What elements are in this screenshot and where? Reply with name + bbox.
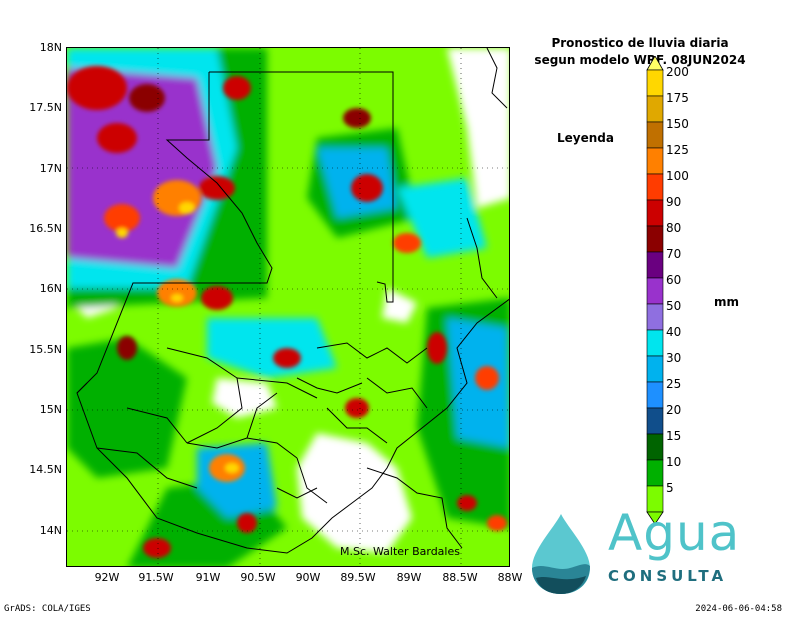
legend-label: Leyenda [557, 131, 614, 145]
colorbar-tick-label: 80 [666, 221, 681, 235]
lat-tick-label: 14N [20, 524, 62, 537]
lat-tick-label: 16.5N [20, 222, 62, 235]
lat-tick-label: 17.5N [20, 101, 62, 114]
colorbar-swatch [647, 122, 663, 148]
colorbar-swatch [647, 330, 663, 356]
lon-tick-label: 88W [490, 571, 530, 584]
colorbar-tick-label: 150 [666, 117, 689, 131]
lat-tick-label: 18N [20, 41, 62, 54]
colorbar-swatch [647, 408, 663, 434]
colorbar-swatch [647, 70, 663, 96]
rainfall-map [66, 47, 510, 567]
lon-tick-label: 89.5W [338, 571, 378, 584]
colorbar-swatch [647, 278, 663, 304]
colorbar-swatch [647, 96, 663, 122]
logo-word-consulta: CONSULTA [608, 567, 727, 585]
rainfall-field [67, 48, 510, 567]
colorbar-tick-label: 30 [666, 351, 681, 365]
colorbar-tick-label: 70 [666, 247, 681, 261]
colorbar-tick-label: 200 [666, 65, 689, 79]
colorbar-tick-label: 40 [666, 325, 681, 339]
colorbar-swatch [647, 148, 663, 174]
colorbar-tick-label: 60 [666, 273, 681, 287]
lon-tick-label: 88.5W [440, 571, 480, 584]
author-credit: M.Sc. Walter Bardales [340, 545, 460, 558]
colorbar-top-arrow [647, 56, 663, 70]
colorbar-swatch [647, 382, 663, 408]
colorbar-tick-label: 5 [666, 481, 674, 495]
lon-tick-label: 90W [288, 571, 328, 584]
lat-tick-label: 15.5N [20, 343, 62, 356]
colorbar [645, 56, 665, 526]
lon-tick-label: 91W [188, 571, 228, 584]
lat-tick-label: 16N [20, 282, 62, 295]
lon-tick-label: 91.5W [136, 571, 176, 584]
colorbar-swatch [647, 174, 663, 200]
unit-label: mm [714, 295, 739, 309]
colorbar-tick-label: 15 [666, 429, 681, 443]
colorbar-tick-label: 175 [666, 91, 689, 105]
lon-tick-label: 92W [87, 571, 127, 584]
lat-tick-label: 14.5N [20, 463, 62, 476]
colorbar-swatch [647, 356, 663, 382]
colorbar-swatch [647, 304, 663, 330]
colorbar-swatch [647, 226, 663, 252]
colorbar-tick-label: 10 [666, 455, 681, 469]
colorbar-swatch [647, 434, 663, 460]
lon-tick-label: 89W [389, 571, 429, 584]
colorbar-swatch [647, 200, 663, 226]
colorbar-tick-label: 90 [666, 195, 681, 209]
colorbar-tick-label: 100 [666, 169, 689, 183]
colorbar-tick-label: 25 [666, 377, 681, 391]
lat-tick-label: 15N [20, 403, 62, 416]
colorbar-tick-label: 50 [666, 299, 681, 313]
lon-tick-label: 90.5W [238, 571, 278, 584]
lat-tick-label: 17N [20, 162, 62, 175]
water-drop-logo-icon [526, 512, 596, 596]
footer-left: GrADS: COLA/IGES [4, 604, 91, 614]
map-title-line2: segun modelo WRF. 08JUN2024 [520, 53, 760, 67]
colorbar-swatch [647, 252, 663, 278]
map-title-line1: Pronostico de lluvia diaria [520, 36, 760, 50]
colorbar-swatch [647, 460, 663, 486]
colorbar-tick-label: 20 [666, 403, 681, 417]
logo-word-agua: Agua [608, 504, 740, 562]
footer-right: 2024-06-06-04:58 [695, 604, 782, 614]
colorbar-tick-label: 125 [666, 143, 689, 157]
